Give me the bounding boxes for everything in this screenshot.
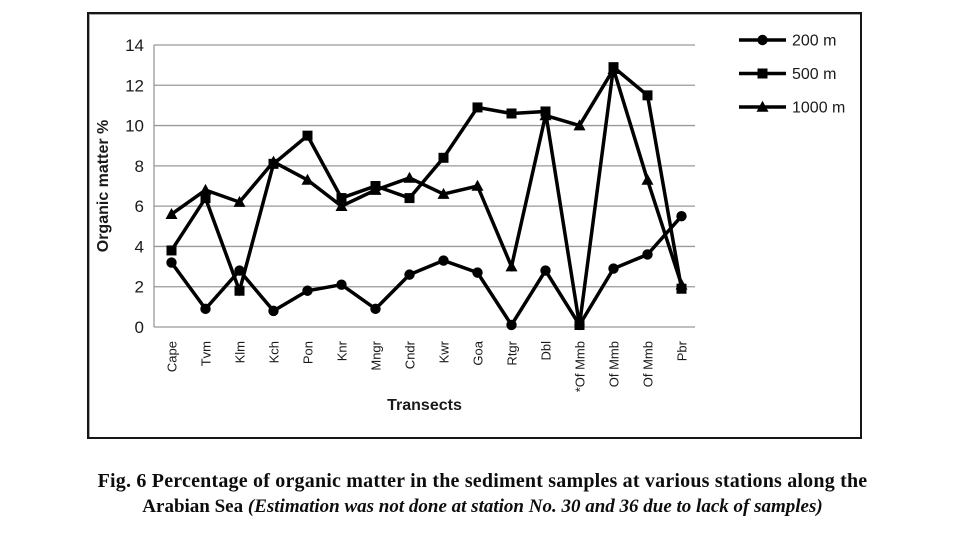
x-tick-label: Cndr bbox=[403, 340, 418, 369]
y-tick-labels: 0 2 4 6 8 10 12 14 bbox=[125, 36, 144, 337]
y-tick-label: 12 bbox=[125, 76, 144, 95]
triangle-marker bbox=[505, 260, 518, 272]
triangle-marker bbox=[199, 183, 212, 195]
square-marker bbox=[757, 68, 768, 79]
circle-marker bbox=[540, 265, 551, 276]
line-chart: 0 2 4 6 8 10 12 14 Cape Tvm Klm Kch Pon Knr Mngr Cndr Kw… bbox=[95, 33, 845, 415]
circle-marker bbox=[642, 249, 653, 260]
x-tick-label: Mngr bbox=[369, 340, 384, 370]
x-tick-label: Goa bbox=[471, 340, 486, 365]
square-marker bbox=[234, 285, 245, 296]
circle-marker bbox=[234, 265, 245, 276]
circle-marker bbox=[336, 279, 347, 290]
y-axis-title: Organic matter % bbox=[95, 120, 112, 252]
x-tick-label: Pon bbox=[301, 341, 316, 364]
x-axis-title: Transects bbox=[387, 397, 462, 414]
square-marker bbox=[404, 193, 415, 204]
triangle-marker bbox=[369, 183, 382, 195]
circle-marker bbox=[676, 211, 687, 222]
square-marker bbox=[574, 319, 585, 330]
series-1000-m bbox=[165, 62, 688, 290]
y-tick-label: 4 bbox=[135, 237, 144, 256]
caption-line-2: Arabian Sea (Estimation was not done at … bbox=[0, 494, 965, 519]
circle-marker bbox=[608, 263, 619, 274]
x-tick-label: *Of Mmb bbox=[573, 341, 588, 392]
triangle-marker bbox=[539, 109, 552, 121]
square-marker bbox=[472, 102, 483, 113]
circle-marker bbox=[506, 319, 517, 331]
triangle-marker bbox=[675, 278, 688, 290]
circle-marker bbox=[268, 305, 279, 317]
y-tick-label: 10 bbox=[125, 117, 144, 136]
triangle-marker bbox=[607, 62, 620, 74]
x-tick-label: Kch bbox=[267, 341, 282, 363]
legend-label: 500 m bbox=[792, 66, 836, 83]
circle-marker bbox=[757, 34, 768, 46]
triangle-marker bbox=[301, 173, 314, 185]
square-marker bbox=[642, 90, 653, 101]
triangle-marker bbox=[573, 119, 586, 131]
x-tick-label: Kwr bbox=[437, 340, 452, 363]
x-tick-label: Rtgr bbox=[505, 340, 520, 365]
x-tick-label: Dbl bbox=[539, 341, 554, 361]
y-tick-label: 6 bbox=[135, 197, 144, 216]
x-tick-label: Of Mmb bbox=[641, 341, 656, 387]
square-marker bbox=[336, 193, 347, 204]
triangle-marker bbox=[403, 171, 416, 183]
x-tick-label: Knr bbox=[335, 340, 350, 361]
circle-marker bbox=[302, 285, 313, 296]
chart-figure: 0 2 4 6 8 10 12 14 Cape Tvm Klm Kch Pon Knr Mngr Cndr Kw… bbox=[87, 12, 862, 439]
circle-marker bbox=[166, 257, 177, 268]
legend-label: 200 m bbox=[792, 33, 836, 50]
square-marker bbox=[200, 193, 211, 204]
triangle-marker bbox=[267, 155, 280, 167]
y-tick-label: 14 bbox=[125, 36, 144, 55]
x-tick-label: Of Mmb bbox=[607, 341, 622, 387]
x-tick-labels: Cape Tvm Klm Kch Pon Knr Mngr Cndr Kwr Goa Rtgr Dbl… bbox=[165, 340, 690, 392]
figure-caption: Fig. 6 Percentage of organic matter in t… bbox=[0, 468, 965, 519]
triangle-marker bbox=[641, 173, 654, 185]
triangle-marker bbox=[233, 195, 246, 207]
circle-marker bbox=[472, 267, 483, 278]
square-marker bbox=[302, 130, 313, 141]
y-tick-label: 0 bbox=[135, 318, 144, 337]
x-tick-label: Pbr bbox=[675, 340, 690, 361]
caption-line-1: Fig. 6 Percentage of organic matter in t… bbox=[97, 470, 868, 492]
circle-marker bbox=[404, 269, 415, 280]
square-marker bbox=[166, 245, 177, 256]
triangle-marker bbox=[471, 179, 484, 191]
caption-note-italic: (Estimation was not done at station No. … bbox=[247, 496, 823, 517]
y-tick-label: 8 bbox=[135, 157, 144, 176]
square-marker bbox=[506, 108, 517, 119]
series-200-m bbox=[166, 211, 687, 331]
circle-marker bbox=[200, 303, 211, 315]
triangle-marker bbox=[165, 208, 178, 219]
circle-marker bbox=[370, 303, 381, 315]
triangle-marker bbox=[437, 187, 450, 199]
x-tick-label: Tvm bbox=[199, 341, 214, 366]
x-tick-label: Klm bbox=[233, 341, 248, 363]
legend: 200 m 500 m 1000 m bbox=[739, 33, 845, 117]
circle-marker bbox=[438, 255, 449, 266]
triangle-marker bbox=[335, 199, 348, 211]
triangle-marker bbox=[756, 100, 769, 112]
caption-arabian-sea: Arabian Sea bbox=[142, 496, 248, 517]
x-tick-label: Cape bbox=[165, 341, 180, 372]
square-marker bbox=[438, 152, 449, 163]
legend-label: 1000 m bbox=[792, 100, 845, 117]
y-tick-label: 2 bbox=[135, 278, 144, 297]
